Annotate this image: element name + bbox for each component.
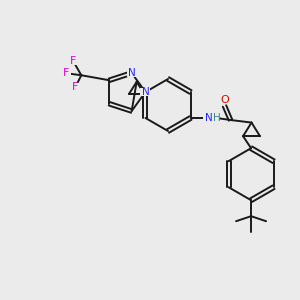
Text: F: F — [70, 56, 76, 66]
Text: N: N — [205, 113, 212, 123]
Text: O: O — [220, 95, 229, 105]
Text: N: N — [142, 87, 149, 97]
Bar — [62, 69, 71, 77]
Bar — [220, 96, 230, 104]
Bar — [69, 57, 78, 65]
Text: N: N — [128, 68, 136, 78]
Bar — [127, 69, 137, 77]
Bar — [71, 83, 80, 91]
Text: F: F — [63, 68, 70, 78]
Text: F: F — [72, 82, 79, 92]
Text: H: H — [213, 113, 220, 123]
Bar — [140, 88, 151, 96]
Bar — [202, 113, 218, 122]
